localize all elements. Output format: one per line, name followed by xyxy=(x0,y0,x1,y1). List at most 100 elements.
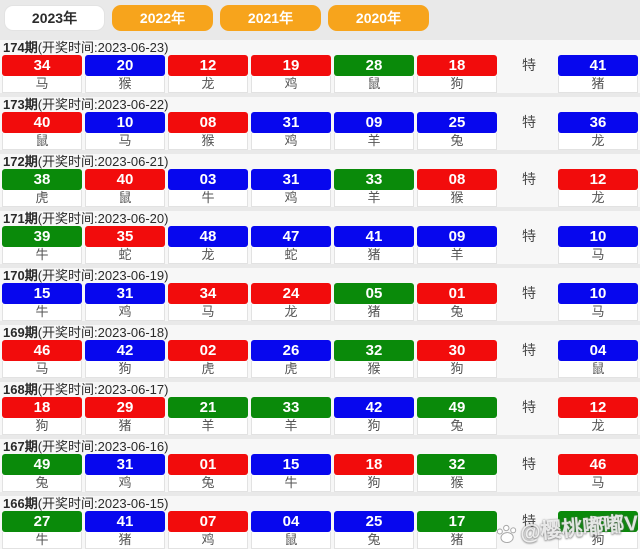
ball-number: 02 xyxy=(168,340,248,361)
ball-number: 12 xyxy=(558,397,638,418)
ball-zodiac: 牛 xyxy=(168,190,248,207)
special-label: 特 xyxy=(522,171,536,187)
ball-cell: 41 猪 xyxy=(334,226,414,264)
ball-row: 46 马 42 狗 02 虎 26 虎 32 猴 30 狗特 04 鼠 xyxy=(0,340,640,378)
ball-number: 31 xyxy=(251,112,331,133)
ball-number: 31 xyxy=(85,454,165,475)
ball-number: 34 xyxy=(2,55,82,76)
ball-cell: 15 牛 xyxy=(251,454,331,492)
draw-block: 174期(开奖时间:2023-06-23) 34 马 20 猴 12 龙 19 鸡 28 鼠 18 狗 特… xyxy=(0,40,640,93)
ball-zodiac: 兔 xyxy=(417,133,497,150)
ball-cell: 34 马 xyxy=(2,55,82,93)
ball-cell: 18 狗 xyxy=(417,55,497,93)
draw-period: 174期 xyxy=(3,40,38,55)
special-label: 特 xyxy=(522,114,536,130)
ball-zodiac: 猪 xyxy=(334,247,414,264)
ball-zodiac: 马 xyxy=(2,361,82,378)
ball-cell: 31 鸡 xyxy=(85,283,165,321)
ball-zodiac: 狗 xyxy=(334,418,414,435)
ball-zodiac: 龙 xyxy=(558,190,638,207)
ball-number: 40 xyxy=(2,112,82,133)
ball-zodiac: 羊 xyxy=(417,247,497,264)
ball-cell: 08 猴 xyxy=(168,112,248,150)
draw-period: 167期 xyxy=(3,439,38,454)
ball-zodiac: 龙 xyxy=(251,304,331,321)
special-label: 特 xyxy=(522,399,536,415)
ball-number: 09 xyxy=(334,112,414,133)
ball-zodiac: 龙 xyxy=(168,247,248,264)
ball-number: 47 xyxy=(251,226,331,247)
ball-cell: 42 狗 xyxy=(85,340,165,378)
ball-row: 40 鼠 10 马 08 猴 31 鸡 09 羊 25 兔 特 36 龙 xyxy=(0,112,640,150)
ball-number: 41 xyxy=(85,511,165,532)
ball-number: 34 xyxy=(168,283,248,304)
ball-zodiac: 狗 xyxy=(417,76,497,93)
ball-cell: 33 羊 xyxy=(251,397,331,435)
ball-cell: 02 虎 xyxy=(168,340,248,378)
ball-zodiac: 猪 xyxy=(417,532,497,549)
ball-number: 46 xyxy=(558,454,638,475)
ball-number: 24 xyxy=(251,283,331,304)
ball-cell: 03 牛 xyxy=(168,169,248,207)
ball-zodiac: 牛 xyxy=(2,247,82,264)
ball-cell: 15 牛 xyxy=(2,283,82,321)
ball-cell: 25 兔 xyxy=(417,112,497,150)
ball-zodiac: 鸡 xyxy=(251,133,331,150)
tab-2021年[interactable]: 2021年 xyxy=(220,5,321,31)
special-label: 特 xyxy=(522,228,536,244)
ball-cell: 39 牛 xyxy=(2,226,82,264)
ball-cell: 31 鸡 xyxy=(251,169,331,207)
draw-period: 173期 xyxy=(3,97,38,112)
tab-2023年[interactable]: 2023年 xyxy=(4,5,105,31)
ball-cell: 12 龙 xyxy=(168,55,248,93)
ball-cell: 09 羊 xyxy=(417,226,497,264)
ball-zodiac: 鼠 xyxy=(334,76,414,93)
ball-cell: 40 鼠 xyxy=(2,112,82,150)
ball-zodiac: 龙 xyxy=(168,76,248,93)
ball-zodiac: 蛇 xyxy=(85,247,165,264)
ball-zodiac: 马 xyxy=(558,247,638,264)
ball-number: 21 xyxy=(168,397,248,418)
ball-number: 06 xyxy=(558,511,638,532)
ball-cell: 27 牛 xyxy=(2,511,82,549)
ball-cell: 28 鼠 xyxy=(334,55,414,93)
ball-zodiac: 牛 xyxy=(251,475,331,492)
ball-number: 04 xyxy=(251,511,331,532)
ball-zodiac: 猴 xyxy=(168,133,248,150)
ball-number: 17 xyxy=(417,511,497,532)
tab-2020年[interactable]: 2020年 xyxy=(328,5,429,31)
ball-cell: 17 猪 xyxy=(417,511,497,549)
ball-number: 42 xyxy=(85,340,165,361)
draw-period: 169期 xyxy=(3,325,38,340)
draw-block: 171期(开奖时间:2023-06-20) 39 牛 35 蛇 48 龙 47 蛇 41 猪 09 羊特… xyxy=(0,211,640,264)
tab-2022年[interactable]: 2022年 xyxy=(112,5,213,31)
ball-cell: 31 鸡 xyxy=(85,454,165,492)
draw-period: 166期 xyxy=(3,496,38,511)
ball-cell: 19 鸡 xyxy=(251,55,331,93)
ball-cell: 35 蛇 xyxy=(85,226,165,264)
ball-zodiac: 马 xyxy=(168,304,248,321)
draw-period: 170期 xyxy=(3,268,38,283)
ball-zodiac: 鸡 xyxy=(168,532,248,549)
draw-header: 172期(开奖时间:2023-06-21) xyxy=(3,154,169,169)
ball-zodiac: 羊 xyxy=(251,418,331,435)
ball-number: 01 xyxy=(417,283,497,304)
draw-block: 168期(开奖时间:2023-06-17) 18 狗 29 猪 21 羊 33 羊 42 狗 49 兔特… xyxy=(0,382,640,435)
ball-zodiac: 兔 xyxy=(334,532,414,549)
ball-zodiac: 兔 xyxy=(168,475,248,492)
ball-zodiac: 猪 xyxy=(85,532,165,549)
ball-number: 31 xyxy=(251,169,331,190)
ball-zodiac: 兔 xyxy=(2,475,82,492)
ball-cell: 09 羊 xyxy=(334,112,414,150)
ball-zodiac: 马 xyxy=(558,304,638,321)
ball-cell: 05 猪 xyxy=(334,283,414,321)
ball-zodiac: 狗 xyxy=(2,418,82,435)
draw-block: 166期(开奖时间:2023-06-15) 27 牛 41 猪 07 鸡 04 鼠 25 兔 17 猪特… xyxy=(0,496,640,549)
ball-number: 38 xyxy=(2,169,82,190)
ball-zodiac: 猴 xyxy=(85,76,165,93)
ball-number: 07 xyxy=(168,511,248,532)
ball-number: 40 xyxy=(85,169,165,190)
draw-header: 168期(开奖时间:2023-06-17) xyxy=(3,382,169,397)
ball-number: 32 xyxy=(334,340,414,361)
ball-number: 30 xyxy=(417,340,497,361)
